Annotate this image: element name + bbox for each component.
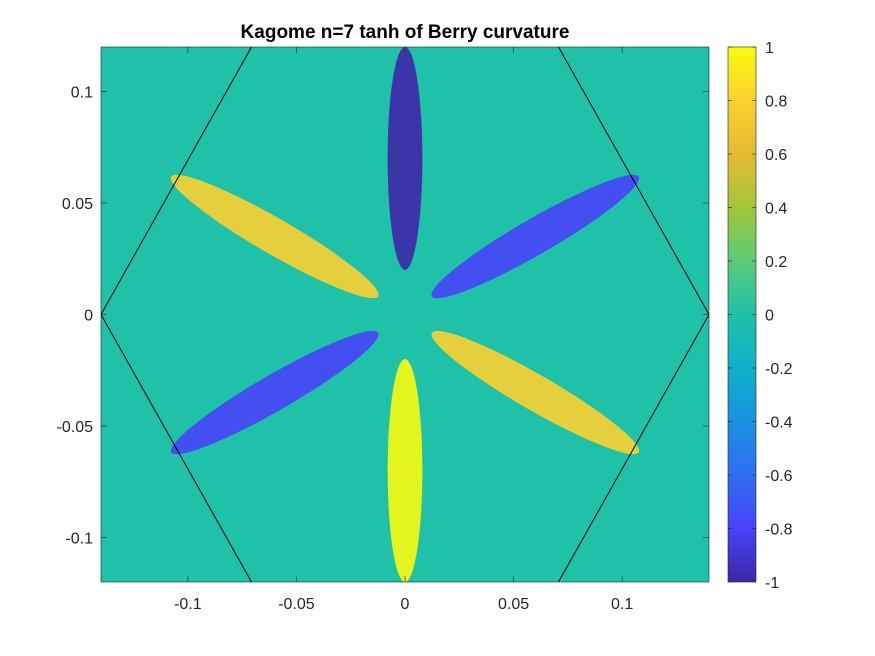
chart-title: Kagome n=7 tanh of Berry curvature	[241, 22, 570, 43]
colorbar-tick-label: 0.4	[765, 201, 787, 218]
colorbar-tick-label: -0.8	[765, 522, 793, 539]
heatmap-feature-4	[431, 330, 640, 455]
y-tick-label: 0.1	[71, 85, 93, 102]
x-tick-label: 0.05	[498, 596, 529, 613]
y-axis: -0.1 -0.05 0 0.05 0.1	[57, 85, 709, 547]
heatmap-plot	[101, 47, 709, 582]
x-axis: -0.1 -0.05 0 0.05 0.1	[174, 47, 633, 613]
colorbar-tick-label: -0.6	[765, 468, 793, 485]
heatmap-feature-1	[387, 359, 423, 582]
colorbar-tick-label: 0	[765, 308, 774, 325]
colorbar: -1 -0.8 -0.6 -0.4 -0.2 0 0.2 0.4 0.6 0.8 1	[727, 40, 793, 592]
colorbar-tick-label: 0.8	[765, 94, 787, 111]
heatmap-feature-5	[170, 330, 379, 455]
colorbar-tick-label: -0.4	[765, 415, 793, 432]
colorbar-ticks: -1 -0.8 -0.6 -0.4 -0.2 0 0.2 0.4 0.6 0.8 1	[728, 40, 793, 592]
x-tick-label: -0.1	[174, 596, 202, 613]
y-tick-label: -0.1	[65, 530, 93, 547]
colorbar-tick-label: 1	[765, 40, 774, 57]
colorbar-tick-label: 0.6	[765, 147, 787, 164]
colorbar-tick-label: -0.2	[765, 361, 793, 378]
y-tick-label: 0.05	[62, 196, 93, 213]
y-tick-label: 0	[84, 308, 93, 325]
heatmap-feature-3	[170, 174, 379, 299]
y-tick-label: -0.05	[57, 419, 94, 436]
x-tick-label: 0.1	[611, 596, 633, 613]
heatmap-feature-2	[431, 174, 640, 299]
heatmap-feature-0	[387, 47, 423, 270]
colorbar-gradient	[727, 46, 757, 583]
x-tick-label: 0	[401, 596, 410, 613]
colorbar-tick-label: 0.2	[765, 254, 787, 271]
x-tick-label: -0.05	[278, 596, 315, 613]
colorbar-tick-label: -1	[765, 575, 779, 592]
